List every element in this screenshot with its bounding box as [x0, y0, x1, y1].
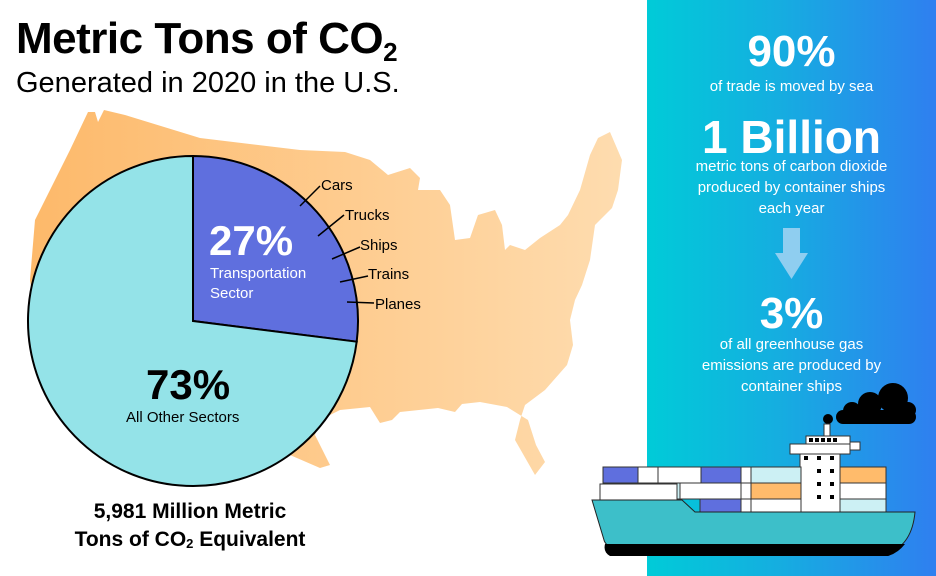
leader-line-planes — [346, 301, 375, 304]
mode-label-trucks: Trucks — [345, 207, 390, 224]
stat-trade-value: 90% — [747, 27, 836, 76]
transport-pct-label: 27% — [209, 217, 294, 264]
stat-ghg-line2: emissions are produced by — [701, 357, 882, 374]
stat-billion-value: 1 Billion — [702, 111, 881, 163]
mode-label-cars: Cars — [321, 177, 353, 194]
stat-billion-line1: metric tons of carbon dioxide — [695, 158, 888, 175]
other-label: All Other Sectors — [126, 409, 240, 426]
stat-billion-line3: each year — [758, 200, 825, 217]
mode-label-planes: Planes — [375, 296, 421, 313]
leader-line-trains — [339, 275, 369, 283]
smoke-cloud-icon — [823, 383, 916, 424]
mode-label-trains: Trains — [368, 266, 410, 283]
transport-label-line2: Sector — [210, 285, 254, 302]
leader-line-ships — [331, 246, 361, 260]
arrow-down-icon — [775, 228, 808, 279]
transport-label-line1: Transportation — [210, 265, 307, 282]
pie-slice-transportation — [192, 154, 359, 343]
total-line2: Tons of CO2 Equivalent — [74, 528, 306, 551]
other-pct-label: 73% — [146, 361, 231, 408]
total-line1: 5,981 Million Metric — [93, 500, 287, 523]
page-title: Metric Tons of CO2 — [16, 14, 398, 67]
leader-line-cars — [299, 185, 321, 207]
stat-ghg-line3: container ships — [741, 378, 842, 395]
stat-billion-line2: produced by container ships — [697, 179, 886, 196]
pie-slice-other-sectors — [27, 154, 358, 487]
stat-trade-text: of trade is moved by sea — [709, 78, 874, 95]
ship-waterline — [604, 544, 905, 556]
page-subtitle: Generated in 2020 in the U.S. — [16, 67, 400, 99]
mode-label-ships: Ships — [360, 237, 398, 254]
stat-ghg-value: 3% — [759, 289, 824, 338]
leader-line-trucks — [317, 214, 345, 237]
total-emissions: 5,981 Million Metric Tons of CO2 Equival… — [40, 498, 340, 558]
stat-ghg-line1: of all greenhouse gas — [719, 336, 864, 353]
